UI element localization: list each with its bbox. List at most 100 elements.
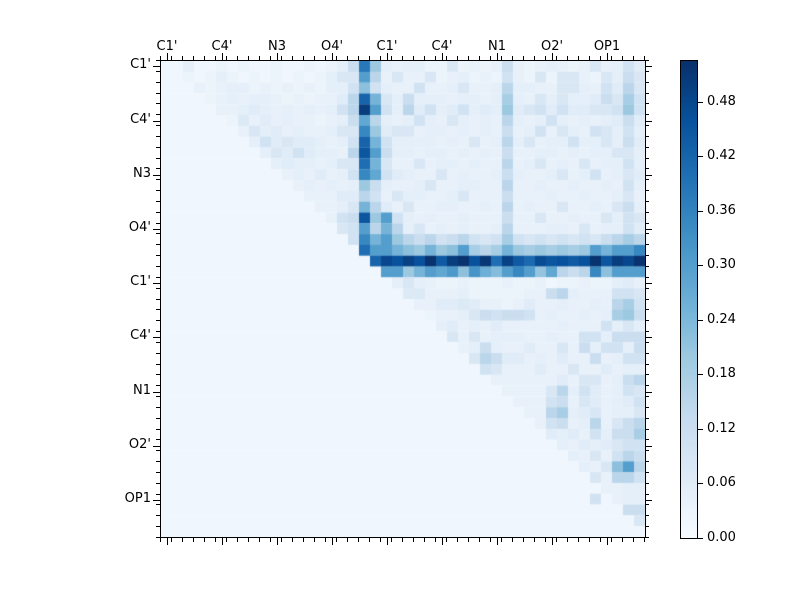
y-major-tick-mark: [645, 283, 652, 284]
x-minor-tick-mark: [248, 538, 249, 542]
x-minor-tick-mark: [413, 538, 414, 542]
y-major-tick-mark: [645, 229, 652, 230]
y-minor-tick-mark: [156, 190, 160, 191]
y-major-tick-mark: [645, 175, 652, 176]
x-minor-tick-mark: [347, 538, 348, 542]
x-minor-tick-mark: [435, 538, 436, 542]
y-major-tick-mark: [645, 392, 652, 393]
y-minor-tick-mark: [645, 244, 649, 245]
y-minor-tick-mark: [645, 385, 649, 386]
colorbar-tick-mark: [698, 265, 703, 266]
y-minor-tick-mark: [156, 255, 160, 256]
y-minor-tick-mark: [645, 125, 649, 126]
x-minor-tick-mark: [424, 56, 425, 60]
x-minor-tick-mark: [292, 538, 293, 542]
x-tick-label: O4': [320, 39, 344, 54]
y-minor-tick-mark: [645, 364, 649, 365]
x-minor-tick-mark: [314, 56, 315, 60]
colorbar-gradient: [681, 61, 697, 538]
y-minor-tick-mark: [645, 158, 649, 159]
y-minor-tick-mark: [156, 526, 160, 527]
x-minor-tick-mark: [193, 56, 194, 60]
y-tick-label: OP1: [124, 491, 151, 506]
x-major-tick-mark: [387, 538, 388, 545]
x-major-tick-mark: [277, 53, 278, 60]
colorbar-tick-label: 0.18: [707, 366, 736, 381]
x-minor-tick-mark: [512, 538, 513, 542]
y-minor-tick-mark: [156, 299, 160, 300]
y-major-tick-mark: [645, 500, 652, 501]
x-major-tick-mark: [552, 538, 553, 545]
x-minor-tick-mark: [369, 56, 370, 60]
x-minor-tick-mark: [160, 538, 161, 542]
x-minor-tick-mark: [611, 56, 612, 60]
x-minor-tick-mark: [567, 56, 568, 60]
y-tick-label: N3: [133, 166, 151, 181]
y-minor-tick-mark: [645, 255, 649, 256]
x-minor-tick-mark: [391, 56, 392, 60]
y-minor-tick-mark: [645, 71, 649, 72]
x-major-tick-mark: [607, 538, 608, 545]
x-minor-tick-mark: [182, 538, 183, 542]
y-tick-label: O2': [128, 437, 151, 452]
x-minor-tick-mark: [512, 56, 513, 60]
x-minor-tick-mark: [446, 56, 447, 60]
y-minor-tick-mark: [156, 342, 160, 343]
x-major-tick-mark: [607, 53, 608, 60]
x-minor-tick-mark: [171, 538, 172, 542]
x-minor-tick-mark: [479, 538, 480, 542]
y-minor-tick-mark: [156, 223, 160, 224]
y-major-tick-mark: [645, 337, 652, 338]
y-minor-tick-mark: [645, 504, 649, 505]
x-minor-tick-mark: [204, 56, 205, 60]
x-minor-tick-mark: [633, 56, 634, 60]
x-minor-tick-mark: [633, 538, 634, 542]
y-minor-tick-mark: [156, 450, 160, 451]
x-minor-tick-mark: [501, 538, 502, 542]
y-minor-tick-mark: [156, 537, 160, 538]
x-minor-tick-mark: [622, 538, 623, 542]
y-major-tick-mark: [153, 175, 160, 176]
x-major-tick-mark: [552, 53, 553, 60]
y-tick-label: O4': [128, 220, 151, 235]
colorbar-tick-label: 0.24: [707, 312, 736, 327]
x-minor-tick-mark: [622, 56, 623, 60]
x-minor-tick-mark: [490, 538, 491, 542]
x-minor-tick-mark: [358, 56, 359, 60]
colorbar-tick-mark: [698, 483, 703, 484]
y-minor-tick-mark: [156, 71, 160, 72]
x-minor-tick-mark: [270, 538, 271, 542]
y-major-tick-mark: [153, 500, 160, 501]
x-minor-tick-mark: [644, 538, 645, 542]
x-minor-tick-mark: [578, 56, 579, 60]
x-minor-tick-mark: [523, 538, 524, 542]
x-major-tick-mark: [497, 53, 498, 60]
y-minor-tick-mark: [156, 168, 160, 169]
y-minor-tick-mark: [156, 494, 160, 495]
x-major-tick-mark: [387, 53, 388, 60]
y-minor-tick-mark: [156, 331, 160, 332]
y-major-tick-mark: [153, 121, 160, 122]
x-tick-label: C4': [431, 39, 453, 54]
x-minor-tick-mark: [281, 538, 282, 542]
y-minor-tick-mark: [645, 461, 649, 462]
x-minor-tick-mark: [215, 56, 216, 60]
y-minor-tick-mark: [156, 418, 160, 419]
y-minor-tick-mark: [645, 537, 649, 538]
x-minor-tick-mark: [270, 56, 271, 60]
y-minor-tick-mark: [156, 277, 160, 278]
y-minor-tick-mark: [156, 515, 160, 516]
y-minor-tick-mark: [156, 396, 160, 397]
y-minor-tick-mark: [645, 223, 649, 224]
y-minor-tick-mark: [645, 396, 649, 397]
y-minor-tick-mark: [645, 288, 649, 289]
y-minor-tick-mark: [156, 136, 160, 137]
x-minor-tick-mark: [325, 56, 326, 60]
x-minor-tick-mark: [314, 538, 315, 542]
y-minor-tick-mark: [156, 461, 160, 462]
y-minor-tick-mark: [156, 407, 160, 408]
x-minor-tick-mark: [545, 538, 546, 542]
x-minor-tick-mark: [402, 56, 403, 60]
x-minor-tick-mark: [611, 538, 612, 542]
